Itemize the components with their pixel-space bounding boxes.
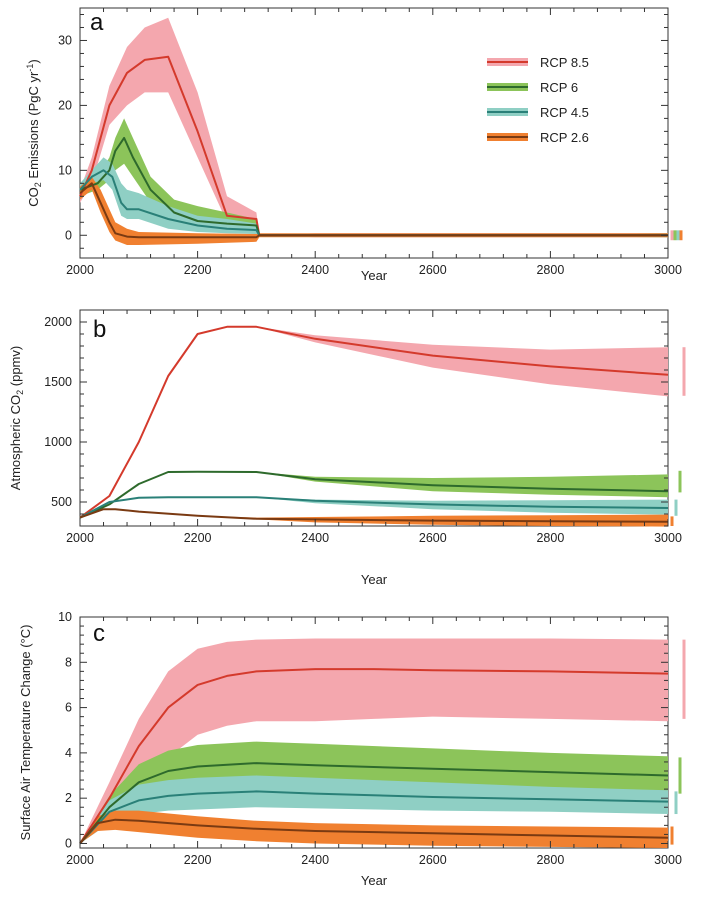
- y-tick-label: 0: [65, 228, 72, 242]
- line-rcp26: [79, 182, 668, 239]
- y-axis-title: Atmospheric CO2 (ppmv): [8, 346, 25, 490]
- panel-c-surface-temperature: c 2000 2200 2400 2600 2800 3000 0 2 4 6 8 10 Year Sur…: [18, 610, 686, 888]
- x-tick-label: 2600: [419, 531, 447, 545]
- x-tick-label: 2600: [419, 853, 447, 867]
- y-axis-title-part: 2: [33, 182, 43, 187]
- x-tick-label: 2800: [536, 531, 564, 545]
- legend-label-rcp26: RCP 2.6: [540, 130, 589, 145]
- y-axis-title-part: (ppmv): [8, 346, 23, 390]
- line-rcp6: [79, 470, 669, 519]
- axes-frame: [79, 616, 669, 849]
- legend-label-rcp85: RCP 8.5: [540, 55, 589, 70]
- y-axis-title-part: -1: [25, 64, 35, 72]
- y-axis-title-part: ): [26, 59, 41, 63]
- x-tick-label: 2800: [536, 263, 564, 277]
- band-rcp45: [80, 497, 668, 518]
- panel-letter-a: a: [90, 9, 104, 36]
- y-tick-label: 1000: [44, 435, 72, 449]
- x-tick-label: 2000: [66, 853, 94, 867]
- y-tick-label: 0: [65, 836, 72, 850]
- y-axis-title-part: Surface Air Temperature Change (°C): [18, 625, 33, 841]
- x-tick-label: 2200: [184, 531, 212, 545]
- y-axis-title: CO2 Emissions (PgC yr-1): [25, 59, 43, 206]
- y-axis-title: Surface Air Temperature Change (°C): [18, 625, 33, 841]
- line-rcp6: [79, 136, 668, 237]
- y-tick-label: 8: [65, 655, 72, 669]
- x-tick-label: 3000: [654, 263, 682, 277]
- legend-label-rcp6: RCP 6: [540, 80, 578, 95]
- line-rcp45: [79, 790, 669, 845]
- y-axis-title-part: Atmospheric CO: [8, 395, 23, 490]
- y-axis-title-part: Emissions (PgC yr: [26, 71, 41, 182]
- x-tick-label: 2600: [419, 263, 447, 277]
- band-rcp85: [80, 17, 668, 238]
- y-axis-title-part: CO: [26, 187, 41, 207]
- panel-b-atmospheric-co2: b 2000 2200 2400 2600 2800 3000 500 1000 1500 200…: [8, 309, 686, 587]
- band-rcp26: [80, 509, 668, 527]
- x-tick-label: 2200: [184, 853, 212, 867]
- line-rcp26: [79, 818, 669, 845]
- y-tick-label: 10: [58, 163, 72, 177]
- plot-area: [79, 7, 683, 259]
- y-tick-label: 1500: [44, 375, 72, 389]
- x-tick-label: 2400: [301, 263, 329, 277]
- y-tick-label: 30: [58, 33, 72, 47]
- x-tick-label: 2800: [536, 853, 564, 867]
- panel-letter-c: c: [93, 620, 105, 647]
- band-rcp6: [80, 471, 668, 518]
- y-tick-label: 500: [51, 495, 72, 509]
- line-rcp45: [79, 169, 668, 237]
- y-tick-label: 20: [58, 98, 72, 112]
- line-rcp45: [79, 496, 669, 519]
- x-axis-title: Year: [361, 873, 388, 888]
- line-rcp85: [79, 668, 669, 845]
- panel-letter-b: b: [93, 316, 106, 343]
- x-tick-label: 2400: [301, 531, 329, 545]
- plot-area: [79, 616, 686, 849]
- line-rcp6: [79, 762, 669, 845]
- line-rcp85: [79, 325, 669, 519]
- y-tick-label: 6: [65, 701, 72, 715]
- plot-area: [79, 309, 686, 527]
- x-tick-label: 2400: [301, 853, 329, 867]
- legend-label-rcp45: RCP 4.5: [540, 105, 589, 120]
- line-rcp26: [79, 508, 669, 523]
- x-axis-title: Year: [361, 572, 388, 587]
- legend: RCP 8.5 RCP 6 RCP 4.5 RCP 2.6: [487, 55, 589, 145]
- y-tick-label: 4: [65, 746, 72, 760]
- y-axis-title-part: 2: [15, 390, 25, 395]
- x-axis-title: Year: [361, 268, 388, 283]
- panel-a-co2-emissions: a 2000 2200 2400 2600 2800 3000 0 10 20 30 Year CO2…: [25, 7, 683, 283]
- axes-frame: [79, 7, 669, 259]
- y-tick-label: 10: [58, 610, 72, 624]
- x-tick-label: 2000: [66, 263, 94, 277]
- band-rcp85: [80, 326, 668, 518]
- x-tick-label: 2200: [184, 263, 212, 277]
- band-rcp26: [80, 810, 668, 848]
- x-tick-label: 3000: [654, 853, 682, 867]
- y-tick-label: 2: [65, 791, 72, 805]
- x-tick-label: 3000: [654, 531, 682, 545]
- band-rcp85: [80, 638, 668, 844]
- x-tick-label: 2000: [66, 531, 94, 545]
- y-tick-label: 2000: [44, 315, 72, 329]
